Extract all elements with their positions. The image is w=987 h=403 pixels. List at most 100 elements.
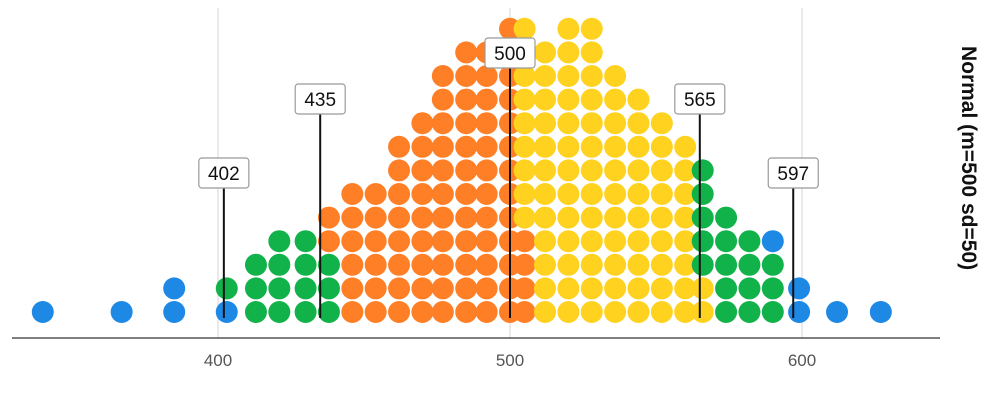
callout-597: 597	[767, 157, 819, 318]
dot-lower_center	[364, 277, 387, 300]
dot-upper_center	[650, 277, 673, 300]
dot-upper_center	[674, 206, 697, 229]
dot-outer	[244, 277, 267, 300]
dot-outer	[268, 253, 291, 276]
dot-lower_center	[317, 206, 340, 229]
dot-outer	[317, 253, 340, 276]
dot-tail	[788, 301, 811, 323]
dot-upper_center	[534, 301, 557, 323]
dot-upper_center	[534, 41, 557, 64]
dot-upper_center	[580, 183, 603, 205]
dot-lower_center	[411, 230, 434, 253]
dot-lower_center	[341, 301, 364, 323]
dot-upper_center	[513, 135, 536, 158]
callout-box	[294, 83, 346, 115]
dot-lower_center	[475, 277, 498, 300]
dot-upper_center	[557, 112, 580, 135]
callout-402: 402	[198, 157, 250, 318]
dot-lower_center	[455, 112, 478, 135]
dot-lower_center	[431, 65, 454, 87]
dot-upper_center	[580, 65, 603, 87]
dot-upper_center	[627, 159, 650, 182]
dot-upper_center	[557, 135, 580, 158]
dot-upper_center	[674, 277, 697, 300]
annotation-callouts: 402 435 500 565 597	[198, 37, 819, 318]
callout-box	[767, 157, 819, 189]
dot-upper_center	[627, 206, 650, 229]
dot-upper_center	[580, 230, 603, 253]
dot-outer	[691, 206, 714, 229]
dot-upper_center	[674, 253, 697, 276]
dot-upper_center	[580, 253, 603, 276]
dot-lower_center	[431, 301, 454, 323]
dot-upper_center	[534, 159, 557, 182]
x-axis: 400 500 600	[12, 337, 940, 370]
dot-tail	[163, 301, 186, 323]
dot-upper_center	[513, 17, 536, 40]
dot-outer	[715, 206, 738, 229]
dot-upper_center	[674, 301, 697, 323]
dot-outer	[738, 230, 761, 253]
dot-upper_center	[557, 17, 580, 40]
dot-upper_center	[627, 88, 650, 111]
dot-upper_center	[604, 112, 627, 135]
dot-upper_center	[674, 159, 697, 182]
dot-upper_center	[580, 41, 603, 64]
dot-lower_center	[411, 206, 434, 229]
dot-lower_center	[455, 183, 478, 205]
x-tick-label: 500	[496, 351, 524, 370]
dot-outer	[761, 301, 784, 323]
dot-upper_center	[557, 230, 580, 253]
dot-lower_center	[455, 301, 478, 323]
dot-upper_center	[513, 112, 536, 135]
dot-lower_center	[411, 301, 434, 323]
dot-outer	[215, 277, 238, 300]
dot-lower_center	[455, 135, 478, 158]
dot-upper_center	[604, 301, 627, 323]
dot-lower_center	[455, 65, 478, 87]
dot-outer	[294, 301, 317, 323]
callout-box	[198, 157, 250, 189]
dot-upper_center	[557, 206, 580, 229]
dot-upper_center	[627, 183, 650, 205]
dot-upper_center	[674, 230, 697, 253]
dot-outer	[294, 277, 317, 300]
dot-upper_center	[604, 159, 627, 182]
dot-upper_center	[534, 206, 557, 229]
dot-outer	[268, 277, 291, 300]
callout-500: 500	[484, 37, 536, 318]
dot-upper_center	[627, 301, 650, 323]
dot-upper_center	[691, 277, 714, 300]
dot-upper_center	[604, 65, 627, 87]
dot-lower_center	[341, 277, 364, 300]
dot-lower_center	[364, 230, 387, 253]
dot-upper_center	[513, 65, 536, 87]
dot-lower_center	[388, 135, 411, 158]
dot-upper_center	[513, 183, 536, 205]
dot-outer	[715, 277, 738, 300]
dot-tail	[788, 277, 811, 300]
dot-upper_center	[674, 135, 697, 158]
dot-upper_center	[534, 253, 557, 276]
dot-upper_center	[580, 206, 603, 229]
dot-upper_center	[534, 277, 557, 300]
dot-upper_center	[580, 88, 603, 111]
dot-upper_center	[650, 230, 673, 253]
dot-upper_center	[691, 301, 714, 323]
dot-lower_center	[364, 301, 387, 323]
dot-lower_center	[388, 277, 411, 300]
dot-lower_center	[388, 230, 411, 253]
dot-tail	[110, 301, 133, 323]
dot-outer	[691, 230, 714, 253]
dot-upper_center	[557, 253, 580, 276]
dot-lower_center	[513, 230, 536, 253]
dot-lower_center	[455, 230, 478, 253]
dot-lower_center	[411, 277, 434, 300]
dot-upper_center	[627, 112, 650, 135]
dot-lower_center	[317, 230, 340, 253]
dot-lower_center	[513, 277, 536, 300]
dot-lower_center	[411, 159, 434, 182]
dot-outer	[738, 253, 761, 276]
dot-tail	[215, 301, 238, 323]
dot-outer	[715, 253, 738, 276]
